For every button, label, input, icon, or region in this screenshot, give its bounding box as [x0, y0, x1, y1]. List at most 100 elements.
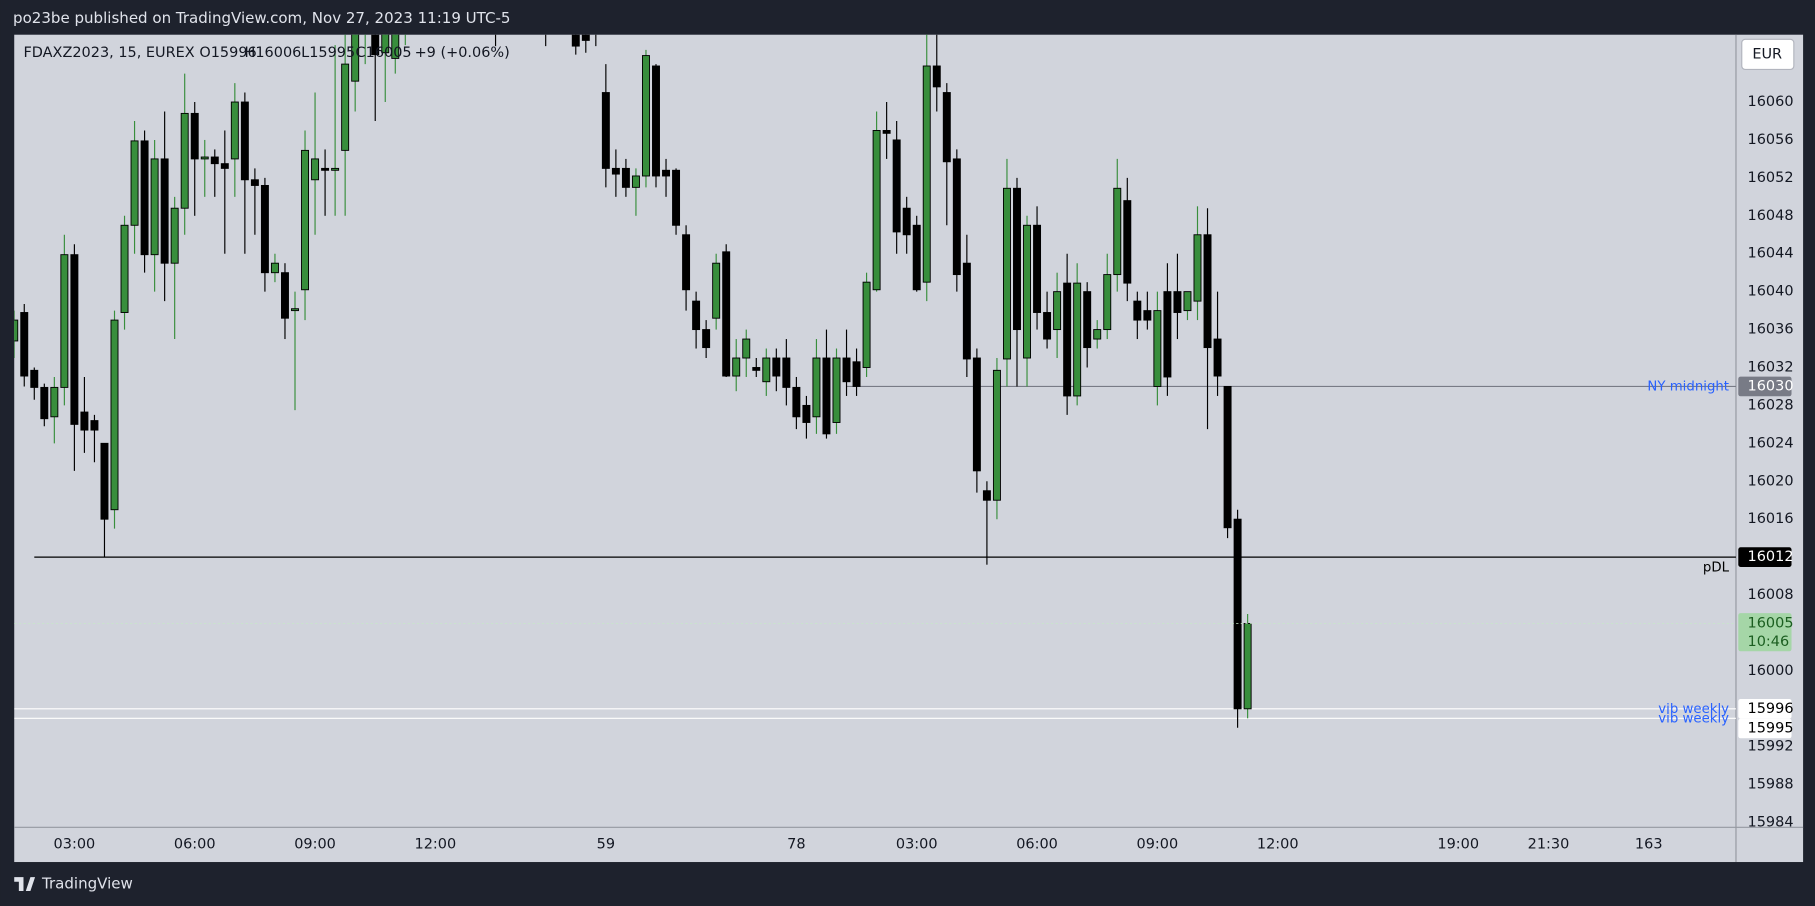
candle-body — [1002, 187, 1011, 360]
candle-body — [812, 357, 821, 418]
candle-body — [641, 55, 650, 177]
candle-body — [321, 167, 330, 171]
candle-body — [351, 34, 360, 82]
candle-body — [210, 156, 219, 165]
candle-body — [120, 224, 129, 313]
candle-body — [260, 184, 269, 274]
candle-body — [311, 158, 320, 181]
level-label: pDL — [1703, 561, 1730, 576]
candle-body — [1113, 187, 1122, 276]
candle-body — [341, 63, 350, 151]
candle-body — [1243, 623, 1252, 710]
y-tick-label: 16052 — [1748, 170, 1794, 186]
level-label: vib weekly — [1658, 711, 1729, 726]
candle-body — [100, 442, 109, 520]
candle-body — [1223, 385, 1232, 529]
candle-body — [270, 262, 279, 274]
candle-body — [832, 357, 841, 423]
candle-body — [862, 281, 871, 368]
candle-body — [291, 308, 299, 312]
published-by: po23be published on TradingView.com, Nov… — [13, 9, 510, 27]
candle-body — [852, 361, 861, 387]
y-tick-label: 15992 — [1748, 739, 1794, 755]
candle-body — [1143, 310, 1152, 321]
price-box — [1738, 698, 1792, 719]
candle-body — [621, 167, 630, 188]
y-tick-label: 15988 — [1748, 777, 1794, 793]
currency[interactable]: EUR — [1752, 46, 1782, 62]
candle-body — [70, 254, 79, 425]
currency-button[interactable] — [1741, 38, 1795, 71]
candle-body — [301, 149, 310, 291]
candle-body — [822, 357, 831, 435]
legend-low: L15995 — [301, 45, 355, 61]
y-tick-label: 16020 — [1748, 473, 1794, 489]
y-tick-label: 16048 — [1748, 208, 1794, 224]
price-box — [1738, 547, 1792, 567]
candle-body — [792, 386, 801, 418]
candle-body — [892, 139, 901, 233]
y-tick-label: 16008 — [1748, 587, 1794, 603]
chart-area — [14, 34, 1804, 863]
candle-body — [692, 300, 701, 331]
candle-body — [1173, 291, 1182, 313]
y-tick-label: 16044 — [1748, 246, 1794, 262]
candle-body — [872, 130, 881, 291]
candle-body — [40, 386, 49, 420]
candle-body — [1193, 234, 1202, 302]
x-tick-label: 59 — [597, 837, 615, 853]
candle-body — [972, 357, 981, 472]
candle-body — [682, 234, 691, 291]
candle-body — [20, 312, 29, 377]
countdown: 10:46 — [1748, 634, 1790, 650]
y-tick-label: 16016 — [1748, 511, 1794, 527]
candle-body — [902, 207, 911, 236]
candle-body — [1203, 234, 1212, 349]
candle-body — [50, 386, 59, 418]
x-tick-label: 09:00 — [294, 837, 336, 853]
price-box-label: 16012 — [1748, 549, 1794, 565]
candle-body — [912, 224, 921, 291]
x-tick-label: 12:00 — [415, 837, 457, 853]
candle-body — [1093, 329, 1102, 340]
candle-body — [1063, 282, 1072, 397]
x-tick-label: 12:00 — [1257, 837, 1299, 853]
candle-body — [662, 169, 670, 177]
candle-body — [982, 490, 991, 501]
candle-body — [571, 34, 580, 47]
candle-body — [331, 167, 340, 171]
candle-body — [281, 272, 289, 319]
x-tick-label: 03:00 — [54, 837, 96, 853]
x-tick-label: 09:00 — [1137, 837, 1179, 853]
candle-body — [772, 357, 781, 377]
legend-close: C16005 — [356, 45, 412, 61]
candle-body — [1133, 300, 1142, 321]
candle-body — [1083, 291, 1092, 349]
candle-body — [1033, 224, 1042, 313]
candle-body — [611, 167, 620, 175]
price-box-label: 16030 — [1748, 378, 1794, 394]
candle-body — [1163, 291, 1172, 378]
candle-body — [601, 92, 610, 169]
y-tick-label: 16028 — [1748, 397, 1794, 413]
candle-body — [110, 319, 119, 511]
candle-body — [250, 179, 259, 186]
price-box-label: 15995 — [1748, 720, 1794, 736]
candle-body — [190, 112, 199, 160]
candle-body — [170, 207, 179, 264]
candle-body — [80, 411, 89, 431]
candle-body — [90, 420, 99, 431]
x-tick-label: 06:00 — [1016, 837, 1058, 853]
y-tick-label: 16040 — [1748, 284, 1794, 300]
candle-body — [782, 357, 791, 388]
candle-body — [1153, 310, 1162, 387]
x-tick-label: 03:00 — [896, 837, 938, 853]
candle-body — [1183, 291, 1192, 312]
x-tick-label: 21:30 — [1528, 837, 1570, 853]
x-tick-label: 163 — [1635, 837, 1663, 853]
candle-body — [732, 357, 741, 377]
candle-body — [200, 156, 209, 160]
y-tick-label: 16036 — [1748, 322, 1794, 338]
candle-body — [391, 34, 400, 59]
y-tick-label: 16056 — [1748, 132, 1794, 148]
